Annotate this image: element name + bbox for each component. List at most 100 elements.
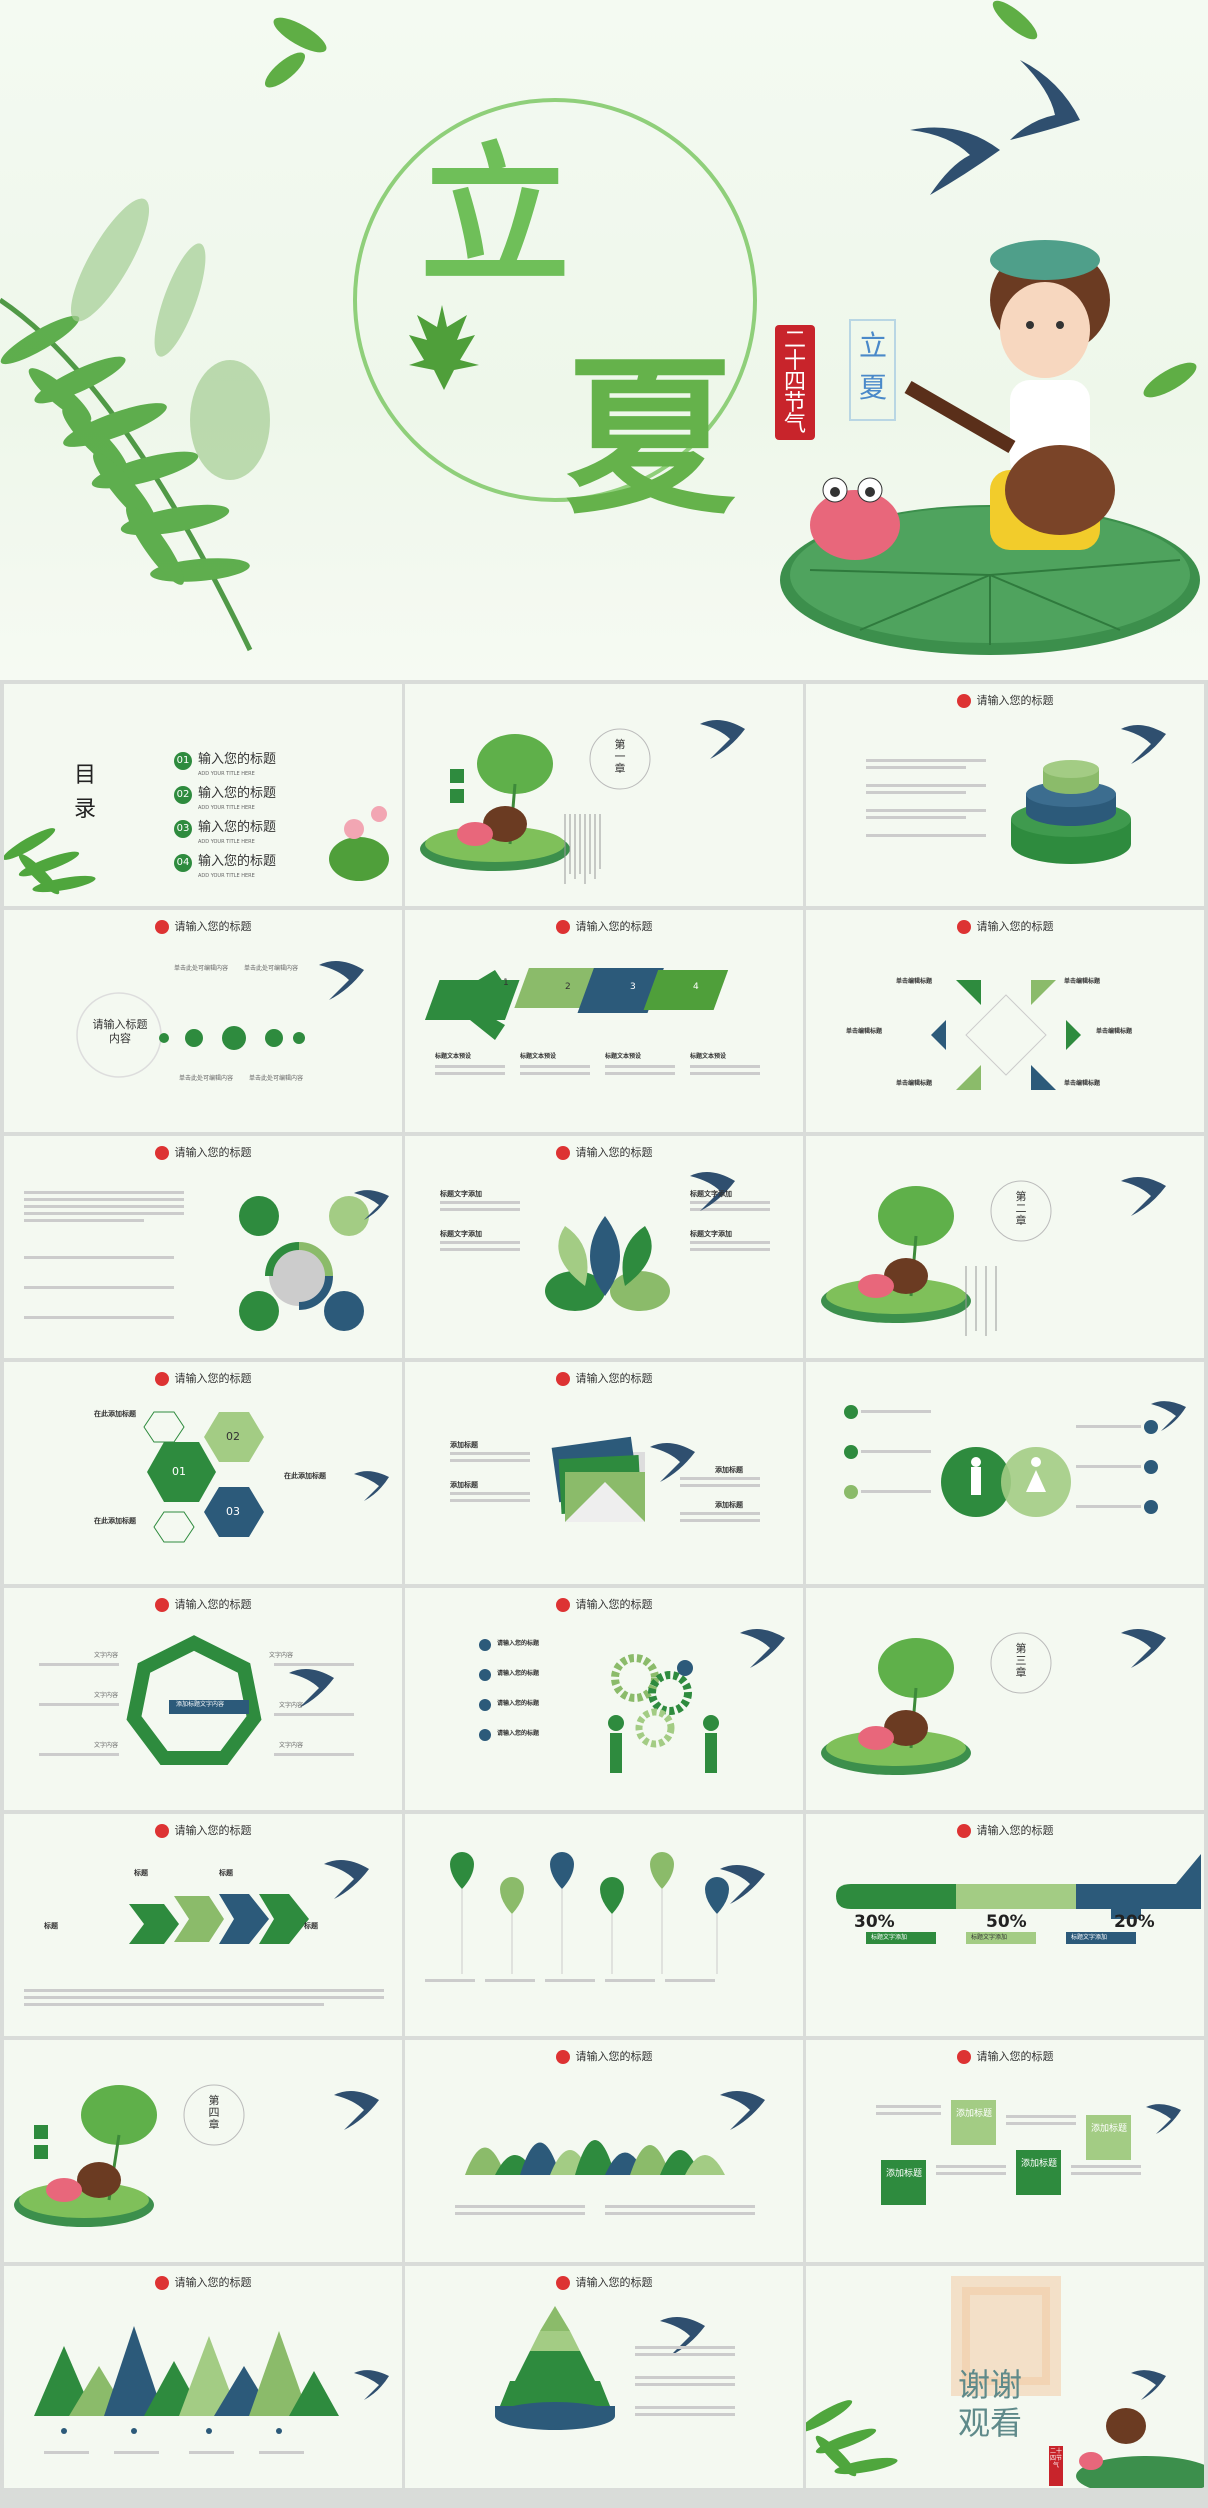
seal-icon xyxy=(956,2050,971,2064)
arrow-step-3: 3 xyxy=(630,982,636,992)
fern-leaves xyxy=(0,198,270,652)
gear-item-4: 请输入您的标题 xyxy=(497,1730,540,1737)
slide-chevrons[interactable]: 请输入您的标题 标题 标题 标题 标题 xyxy=(4,1814,402,2036)
seal-icon xyxy=(154,1824,169,1838)
slide-title-text: 请输入您的标题 xyxy=(575,2276,653,2289)
gear-item-3: 请输入您的标题 xyxy=(497,1700,540,1707)
toc-item-1[interactable]: 01 输入您的标题 ADD YOUR TITLE HERE xyxy=(174,748,276,778)
pins-graphic xyxy=(425,1852,765,1982)
slide-stack[interactable]: 请输入您的标题 xyxy=(806,684,1204,906)
slide-title-text: 请输入您的标题 xyxy=(575,1372,653,1385)
arrow-caption-4: 标题文本预设 xyxy=(690,1053,727,1060)
chapter-label: 第一章 xyxy=(614,738,626,775)
lotus-head-2: 标题文字添加 xyxy=(690,1190,732,1198)
slide-title-text: 请输入您的标题 xyxy=(575,2050,653,2063)
slide-gears[interactable]: 请输入您的标题 请输入您的标题 请输入您的标题 请输入您的标题 请输入您的标题 xyxy=(405,1588,803,1810)
slide-peaks[interactable]: 请输入您的标题 xyxy=(4,2266,402,2488)
toc-label: 输入您的标题 xyxy=(198,786,277,801)
cover-small-title: 立夏 xyxy=(858,329,887,404)
slide-title: 请输入您的标题 xyxy=(4,1370,402,1386)
tile-3: 添加标题 xyxy=(885,2169,922,2179)
tile-2: 添加标题 xyxy=(1090,2124,1127,2134)
seal-icon xyxy=(154,1598,169,1612)
toc-num: 03 xyxy=(174,820,192,838)
arrows-graphic xyxy=(424,968,760,1075)
slide-title-text: 请输入您的标题 xyxy=(174,2276,252,2289)
toc-sub: ADD YOUR TITLE HERE xyxy=(198,839,255,845)
envelope-graphic xyxy=(450,1436,760,1522)
slide-ending[interactable]: 谢谢 观看 二十四节气 xyxy=(806,2266,1204,2488)
slide-title: 请输入您的标题 xyxy=(405,2274,803,2290)
seal-icon xyxy=(956,1824,971,1838)
seal-icon xyxy=(154,2276,169,2290)
plane-graphic xyxy=(836,1854,1201,1944)
seal-icon xyxy=(555,920,570,934)
slide-title-text: 请输入您的标题 xyxy=(174,920,252,933)
toc-num: 01 xyxy=(174,752,192,770)
star-label-6: 文字内容 xyxy=(279,1742,304,1749)
slide-mountains[interactable]: 请输入您的标题 xyxy=(405,2040,803,2262)
slide-chapter-4[interactable]: 第四章 xyxy=(4,2040,402,2262)
plane-tag-2: 标题文字添加 xyxy=(971,1934,1008,1941)
slide-tiles[interactable]: 请输入您的标题 添加标题 添加标题 添加标题 添加标题 xyxy=(806,2040,1204,2262)
toc-sub: ADD YOUR TITLE HERE xyxy=(198,771,255,777)
slide-title-text: 请输入您的标题 xyxy=(174,1146,252,1159)
plane-percent-3: 20% xyxy=(1114,1912,1155,1932)
toc-num: 04 xyxy=(174,854,192,872)
plane-percent-2: 50% xyxy=(986,1912,1027,1932)
gear-item-2: 请输入您的标题 xyxy=(497,1670,540,1677)
slide-title: 请输入您的标题 xyxy=(405,2048,803,2064)
arrow-caption-2: 标题文本预设 xyxy=(520,1053,557,1060)
plane-tag-3: 标题文字添加 xyxy=(1071,1934,1108,1941)
slide-chapter-3[interactable]: 第三章 xyxy=(806,1588,1204,1810)
slide-cycle[interactable]: 请输入您的标题 xyxy=(4,1136,402,1358)
seal-icon xyxy=(154,1146,169,1160)
slide-pyramid[interactable]: 请输入您的标题 xyxy=(405,2266,803,2488)
cover-char-xia: 夏 xyxy=(565,338,736,538)
slide-arrows[interactable]: 请输入您的标题 1 2 3 4 标题文本预设 标题文本预设 标题文本预设 标题文… xyxy=(405,910,803,1132)
seal-icon xyxy=(555,1372,570,1386)
slide-toc[interactable]: 目 录 01 输入您的标题 ADD YOUR TITLE HERE 02 输入您的标题… xyxy=(4,684,402,906)
toc-item-3[interactable]: 03 输入您的标题 ADD YOUR TITLE HERE xyxy=(174,816,276,846)
timeline-top-a: 单击此处可编辑内容 xyxy=(174,965,229,972)
slide-title: 请输入您的标题 xyxy=(806,1822,1204,1838)
toc-decoration xyxy=(4,806,389,895)
toc-label: 输入您的标题 xyxy=(198,752,277,767)
slide-gender[interactable] xyxy=(806,1362,1204,1584)
cover-slide[interactable]: 立 夏 二十四节气 立夏 xyxy=(0,0,1208,680)
gear-item-1: 请输入您的标题 xyxy=(497,1640,540,1647)
slide-title: 请输入您的标题 xyxy=(4,1144,402,1160)
toc-item-2[interactable]: 02 输入您的标题 ADD YOUR TITLE HERE xyxy=(174,782,276,812)
slide-chapter-2[interactable]: 第二章 xyxy=(806,1136,1204,1358)
slide-envelope[interactable]: 请输入您的标题 添加标题 添加标题 添加标题 添加标题 xyxy=(405,1362,803,1584)
cover-char-li: 立 xyxy=(420,128,571,304)
peaks-graphic xyxy=(34,2326,389,2454)
frog xyxy=(810,477,900,560)
slide-chapter-1[interactable]: 第一章 xyxy=(405,684,803,906)
slide-plane[interactable]: 请输入您的标题 30% 50% 20% 标题文字添加 标题文字添加 标题文字添加 xyxy=(806,1814,1204,2036)
seal-icon xyxy=(154,1372,169,1386)
hexagon-graphic xyxy=(143,1411,389,1543)
slide-diamond[interactable]: 请输入您的标题 单击编辑标题 单击编辑标题 单击编辑标题 单击编辑标题 单击编辑… xyxy=(806,910,1204,1132)
diamond-label-3: 单击编辑标题 xyxy=(846,1028,883,1035)
env-head-4: 添加标题 xyxy=(715,1501,743,1509)
toc-item-4[interactable]: 04 输入您的标题 ADD YOUR TITLE HERE xyxy=(174,850,276,880)
slide-hexagons[interactable]: 请输入您的标题 01 02 03 在此添加标题 在此添加标题 在此添加标题 xyxy=(4,1362,402,1584)
slide-title: 请输入您的标题 xyxy=(806,692,1204,708)
arrow-caption-1: 标题文本预设 xyxy=(435,1053,472,1060)
slide-star[interactable]: 请输入您的标题 添加标题文字内容 文字内容 文字内容 文字内容 文字内容 文字内… xyxy=(4,1588,402,1810)
star-label-4: 文字内容 xyxy=(279,1702,304,1709)
seal-icon xyxy=(555,2276,570,2290)
hex-head-2: 在此添加标题 xyxy=(284,1472,326,1480)
slide-pins[interactable] xyxy=(405,1814,803,2036)
slide-title: 请输入您的标题 xyxy=(405,1596,803,1612)
slide-title-text: 请输入您的标题 xyxy=(575,1146,653,1159)
lotus-head-1: 标题文字添加 xyxy=(440,1190,482,1198)
slide-timeline[interactable]: 请输入您的标题 请输入标题内容 单击此处可编辑内容 单击此处可编辑内容 单击此处… xyxy=(4,910,402,1132)
timeline-bot-a: 单击此处可编辑内容 xyxy=(179,1075,234,1082)
chev-head-2: 标题 xyxy=(219,1869,233,1877)
tile-1: 添加标题 xyxy=(955,2109,992,2119)
slide-lotus[interactable]: 请输入您的标题 标题文字添加 标题文字添加 标题文字添加 标题文字添加 xyxy=(405,1136,803,1358)
chapter-label: 第二章 xyxy=(1015,1190,1027,1227)
